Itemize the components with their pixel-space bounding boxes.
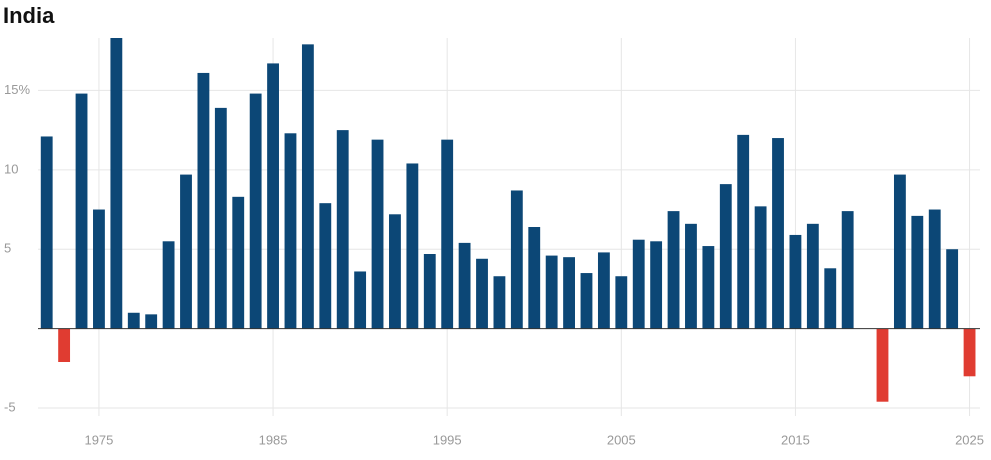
bar [180, 174, 192, 329]
bar [214, 107, 227, 329]
y-tick-label: 5 [4, 241, 11, 256]
bar [545, 255, 558, 329]
bar [371, 139, 384, 329]
x-tick-label: 1975 [84, 432, 113, 447]
bar [702, 246, 715, 329]
bar [806, 223, 819, 329]
y-tick-label: 10 [4, 161, 18, 176]
bar [127, 312, 140, 329]
bar [824, 268, 837, 329]
bar [911, 215, 924, 329]
bar [284, 133, 297, 329]
bar [754, 206, 767, 329]
bar [145, 314, 158, 329]
bar [876, 328, 889, 402]
bar [40, 136, 53, 329]
bar [319, 203, 332, 329]
bar [597, 252, 610, 329]
bar [93, 209, 105, 329]
bar [789, 234, 802, 329]
bar [75, 93, 88, 329]
x-tick-label: 2015 [781, 432, 810, 447]
bar [737, 134, 750, 329]
bar [893, 174, 906, 329]
bar [162, 241, 175, 329]
bar [389, 214, 401, 329]
bar [615, 276, 628, 329]
y-tick-label: 15% [4, 82, 30, 97]
bar [685, 223, 697, 329]
bar [580, 273, 593, 329]
bar [354, 271, 367, 329]
bar [563, 257, 575, 329]
bar [719, 184, 732, 329]
bar [197, 72, 210, 329]
bar [963, 328, 976, 377]
bar [110, 38, 123, 329]
x-tick-label: 1995 [433, 432, 462, 447]
bar [841, 211, 854, 329]
bar [667, 211, 680, 329]
bar [632, 239, 645, 329]
bar [493, 276, 506, 329]
bar [249, 93, 262, 329]
bar [441, 139, 454, 329]
bar [232, 196, 245, 329]
bar [301, 44, 314, 329]
x-tick-label: 2005 [607, 432, 636, 447]
bar [423, 254, 436, 329]
bar [336, 130, 349, 329]
bar [510, 190, 523, 329]
bar [946, 249, 959, 329]
bar [928, 209, 941, 329]
bar [650, 241, 663, 329]
x-tick-label: 2025 [955, 432, 984, 447]
bar [476, 258, 488, 329]
bar [267, 63, 279, 329]
bar [458, 242, 471, 329]
bar [406, 163, 419, 329]
x-tick-label: 1985 [259, 432, 288, 447]
bar [528, 227, 541, 329]
y-tick-label: -5 [4, 399, 16, 414]
chart-title: India [3, 3, 55, 28]
bar [772, 138, 784, 329]
bar [58, 328, 71, 362]
